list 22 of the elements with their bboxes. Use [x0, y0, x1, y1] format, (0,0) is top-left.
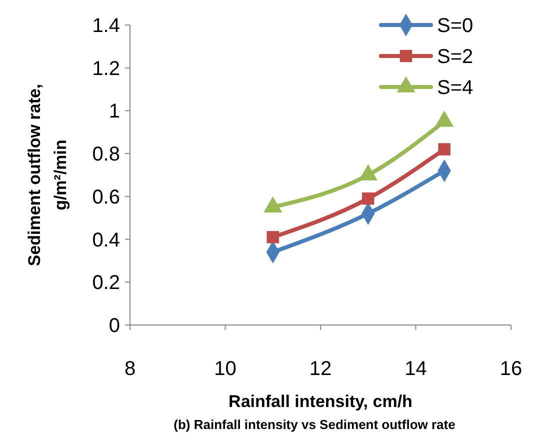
y-tick-label: 0.4	[92, 229, 120, 252]
x-tick-label: 12	[309, 358, 332, 380]
y-tick-label: 0	[108, 315, 120, 337]
legend-label: S=4	[437, 77, 474, 99]
point	[362, 192, 374, 205]
y-tick-label: 1.4	[92, 15, 120, 37]
x-tick-label: 10	[214, 358, 236, 380]
x-tick-label: 16	[500, 358, 522, 380]
y-tick-label: 0.2	[92, 272, 120, 294]
legend-label: S=2	[437, 46, 474, 68]
y-tick-label: 1.2	[92, 58, 120, 80]
x-tick-label: 14	[404, 358, 427, 380]
y-axis-title: Sediment outflow rate, g/m²/min	[25, 84, 70, 266]
y-tick-label: 1	[108, 100, 120, 123]
x-tick-label: 8	[124, 358, 136, 380]
x-axis-title: Rainfall intensity, cm/h	[228, 392, 412, 411]
point	[438, 143, 450, 156]
point	[266, 231, 279, 244]
y-tick-label: 0.6	[92, 186, 120, 208]
text: (b) Rainfall intensity vs Sediment outflow rate	[174, 417, 456, 432]
y-tick-label: 0.8	[92, 144, 120, 166]
legend-label: S=0	[437, 15, 474, 37]
